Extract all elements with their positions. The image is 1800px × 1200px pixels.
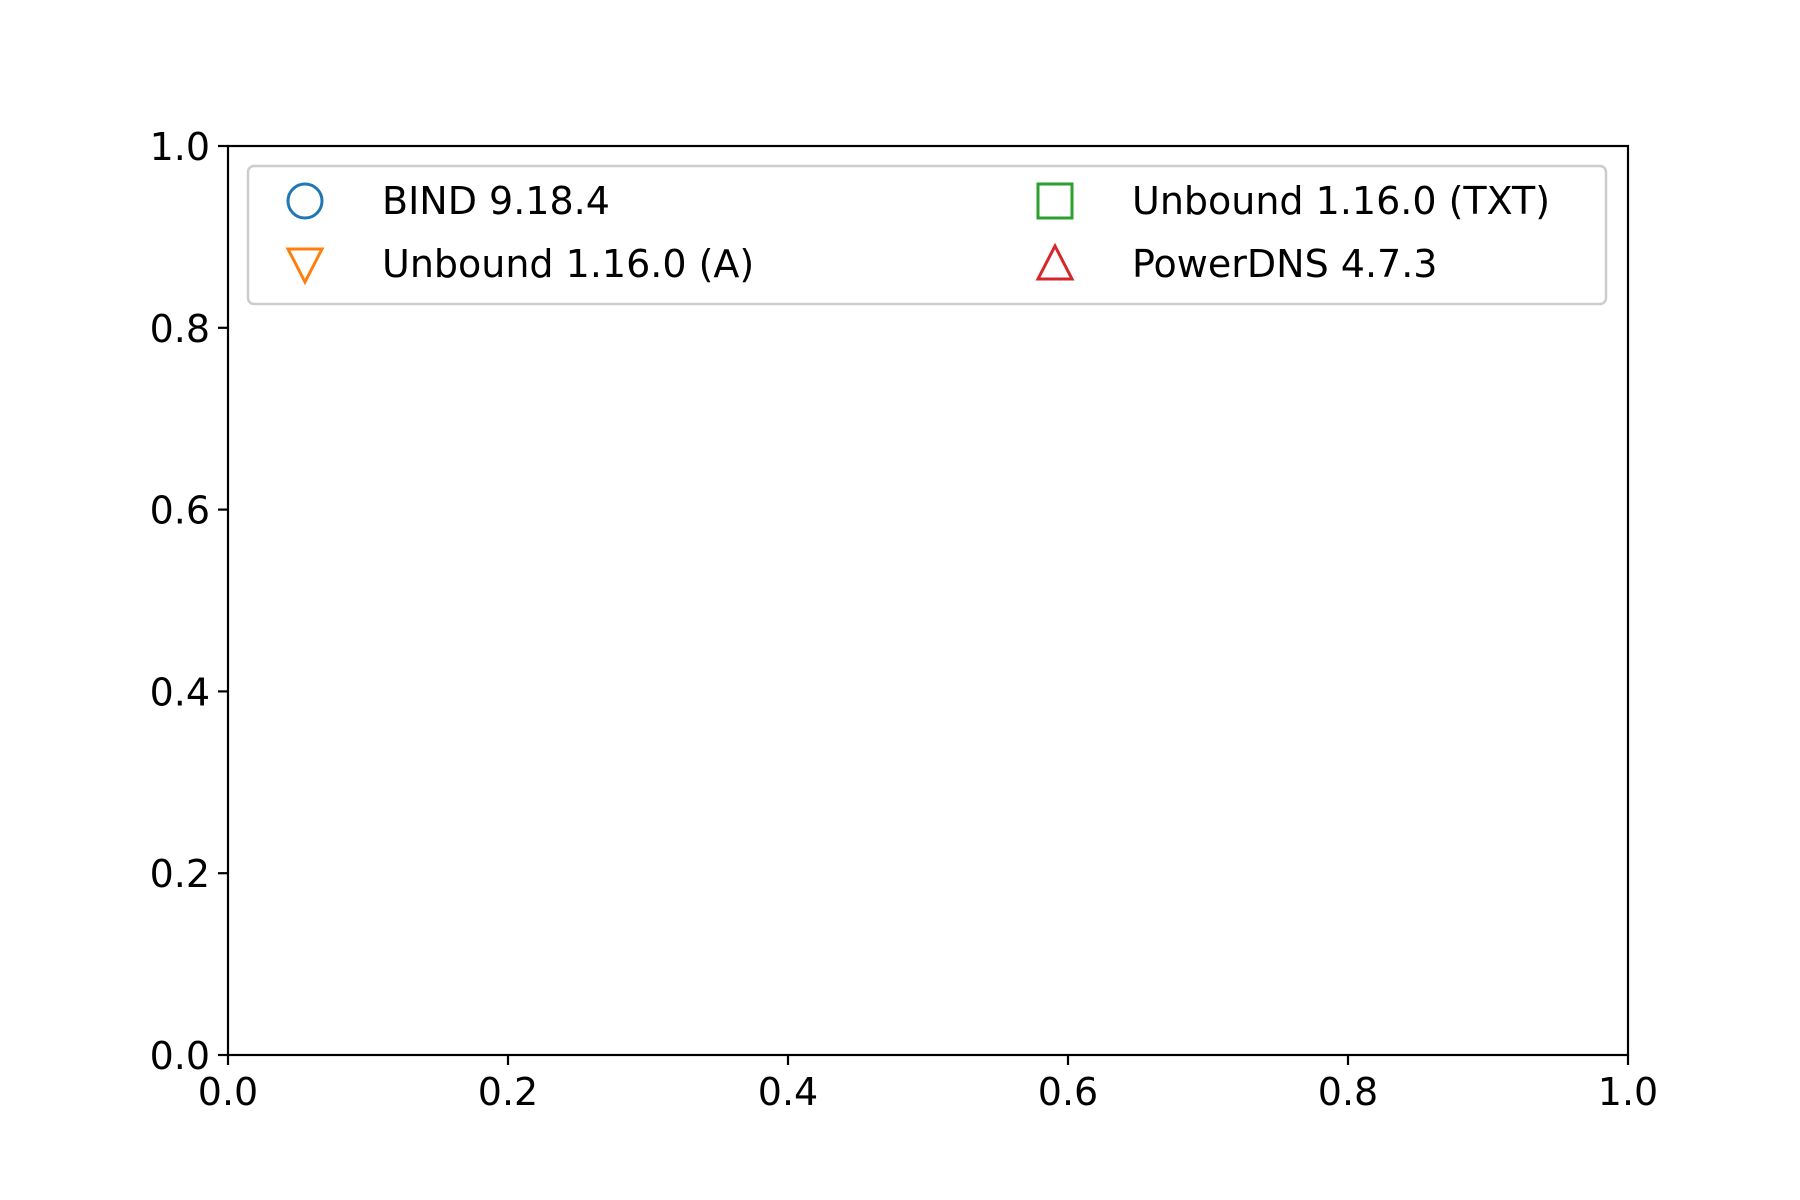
y-tick-label: 0.2 bbox=[150, 852, 210, 896]
y-tick-label: 0.6 bbox=[150, 489, 210, 533]
x-tick-label: 1.0 bbox=[1598, 1070, 1658, 1114]
legend-marker bbox=[1036, 182, 1074, 220]
y-tick-label: 0.8 bbox=[150, 307, 210, 351]
x-tick-label: 0.2 bbox=[478, 1070, 538, 1114]
legend-label: BIND 9.18.4 bbox=[382, 179, 610, 223]
legend-marker bbox=[285, 247, 325, 286]
x-tick-label: 0.6 bbox=[1038, 1070, 1098, 1114]
y-tick-label: 0.0 bbox=[150, 1034, 210, 1078]
legend-marker bbox=[1035, 242, 1075, 281]
y-tick-label: 1.0 bbox=[150, 125, 210, 169]
x-tick-label: 0.0 bbox=[198, 1070, 258, 1114]
legend-label: Unbound 1.16.0 (TXT) bbox=[1132, 179, 1550, 223]
x-tick-label: 0.4 bbox=[758, 1070, 818, 1114]
legend-box bbox=[246, 164, 1608, 306]
legend-label: PowerDNS 4.7.3 bbox=[1132, 242, 1437, 286]
y-tick-label: 0.4 bbox=[150, 670, 210, 714]
axis-ticks: 0.0 0.2 0.4 0.6 0.8 1.0 0.0 0.2 0.4 0.6 0.8 1.0 bbox=[150, 125, 1659, 1114]
legend: BIND 9.18.4 Unbound 1.16.0 (A) Unbound 1.1… bbox=[246, 164, 1608, 306]
legend-label: Unbound 1.16.0 (A) bbox=[382, 242, 754, 286]
x-tick-label: 0.8 bbox=[1318, 1070, 1378, 1114]
legend-marker bbox=[286, 182, 324, 220]
axes-frame bbox=[226, 144, 1630, 1057]
